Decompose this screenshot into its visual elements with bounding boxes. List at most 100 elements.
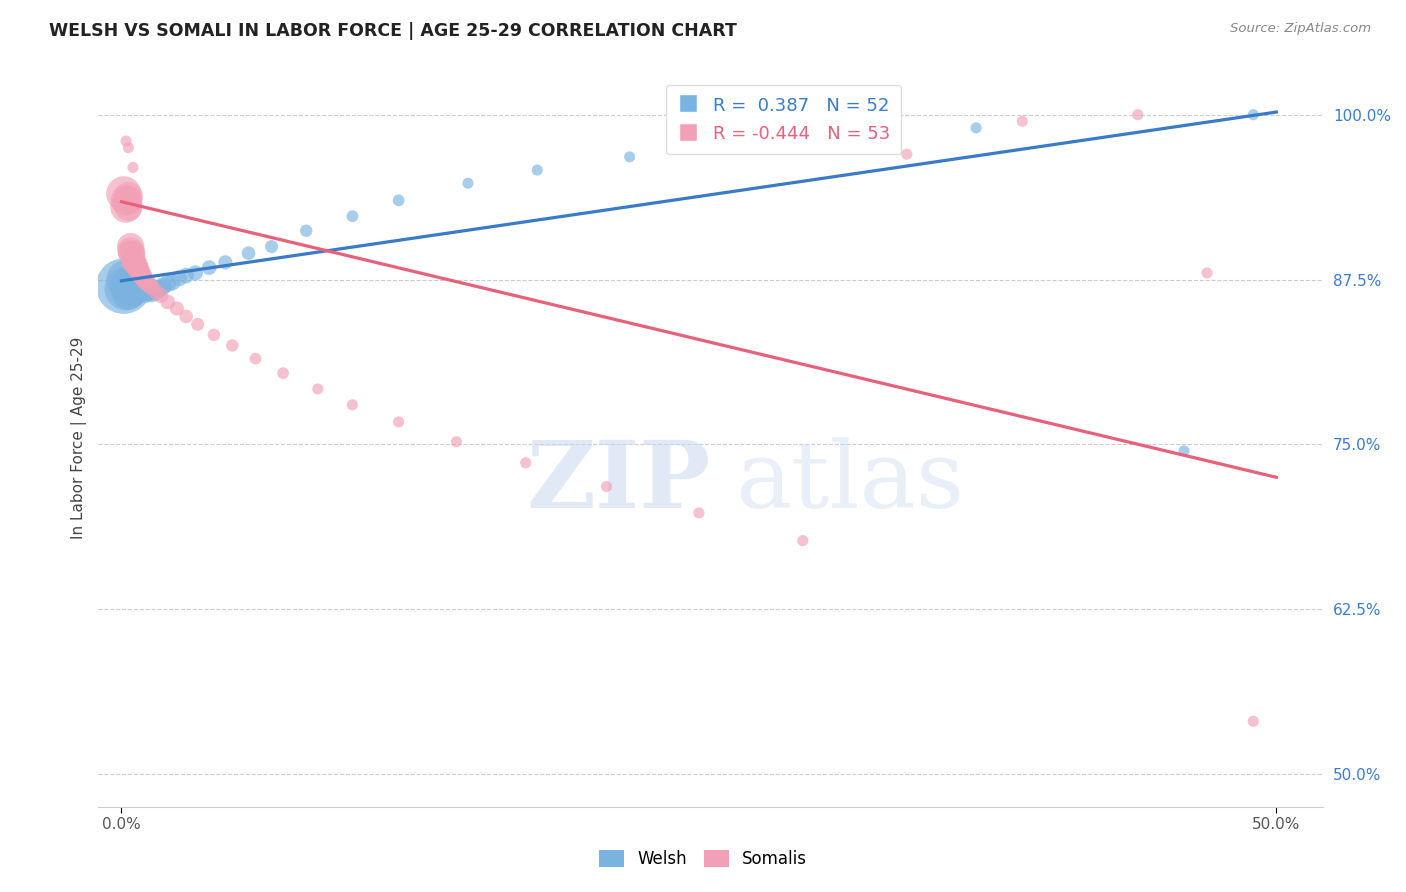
Point — [120, 285, 142, 299]
Point — [124, 285, 146, 299]
Point — [117, 279, 139, 293]
Point — [135, 275, 157, 289]
Point — [124, 255, 146, 269]
Point — [122, 249, 145, 263]
Point — [688, 506, 710, 520]
Point — [156, 294, 179, 309]
Point — [156, 277, 179, 291]
Point — [260, 239, 283, 253]
Point — [342, 209, 364, 223]
Point — [129, 280, 152, 294]
Point — [115, 134, 138, 148]
Text: WELSH VS SOMALI IN LABOR FORCE | AGE 25-29 CORRELATION CHART: WELSH VS SOMALI IN LABOR FORCE | AGE 25-… — [49, 22, 737, 40]
Point — [295, 224, 318, 238]
Text: ZIP: ZIP — [526, 437, 710, 527]
Point — [122, 255, 145, 269]
Point — [271, 366, 294, 380]
Point — [307, 382, 329, 396]
Point — [122, 287, 145, 301]
Point — [115, 194, 138, 208]
Point — [184, 266, 207, 280]
Point — [120, 282, 142, 296]
Point — [792, 533, 814, 548]
Point — [122, 252, 145, 267]
Point — [145, 285, 167, 299]
Point — [117, 285, 139, 300]
Point — [117, 189, 139, 203]
Point — [756, 136, 779, 151]
Point — [1011, 114, 1033, 128]
Point — [131, 267, 153, 281]
Point — [127, 260, 149, 275]
Point — [965, 120, 987, 135]
Point — [122, 279, 145, 293]
Point — [446, 434, 468, 449]
Point — [515, 456, 537, 470]
Point — [145, 285, 167, 299]
Point — [129, 263, 152, 277]
Point — [122, 282, 145, 296]
Point — [115, 272, 138, 286]
Point — [595, 479, 617, 493]
Point — [117, 200, 139, 214]
Point — [187, 318, 209, 332]
Point — [127, 285, 149, 299]
Point — [127, 258, 149, 272]
Point — [141, 280, 163, 294]
Point — [135, 285, 157, 299]
Point — [1241, 714, 1264, 729]
Point — [117, 194, 139, 208]
Point — [129, 266, 152, 280]
Point — [162, 275, 184, 289]
Point — [134, 285, 156, 300]
Point — [124, 279, 146, 293]
Text: Source: ZipAtlas.com: Source: ZipAtlas.com — [1230, 22, 1371, 36]
Point — [202, 327, 225, 342]
Legend: R =  0.387   N = 52, R = -0.444   N = 53: R = 0.387 N = 52, R = -0.444 N = 53 — [666, 85, 901, 154]
Point — [388, 194, 411, 208]
Point — [115, 200, 138, 214]
Point — [526, 163, 548, 178]
Point — [120, 244, 142, 258]
Point — [138, 277, 160, 292]
Point — [342, 398, 364, 412]
Point — [388, 415, 411, 429]
Point — [1197, 266, 1219, 280]
Point — [120, 279, 142, 293]
Point — [129, 283, 152, 297]
Point — [619, 150, 641, 164]
Point — [1173, 444, 1195, 458]
Point — [127, 263, 149, 277]
Point — [1241, 108, 1264, 122]
Point — [112, 186, 135, 201]
Point — [134, 283, 156, 297]
Point — [134, 274, 156, 288]
Point — [167, 271, 190, 285]
Point — [127, 282, 149, 296]
Point — [135, 282, 157, 296]
Point — [117, 141, 139, 155]
Point — [131, 269, 153, 284]
Point — [112, 279, 135, 293]
Point — [221, 338, 243, 352]
Point — [198, 260, 221, 275]
Point — [148, 282, 170, 296]
Point — [149, 288, 172, 302]
Text: atlas: atlas — [735, 437, 965, 527]
Point — [120, 246, 142, 260]
Point — [896, 147, 918, 161]
Point — [174, 268, 197, 283]
Point — [131, 282, 153, 296]
Y-axis label: In Labor Force | Age 25-29: In Labor Force | Age 25-29 — [72, 336, 87, 539]
Point — [122, 285, 145, 299]
Point — [117, 277, 139, 291]
Point — [245, 351, 267, 366]
Point — [120, 239, 142, 253]
Point — [115, 282, 138, 296]
Point — [134, 271, 156, 285]
Point — [238, 246, 260, 260]
Point — [122, 161, 145, 175]
Point — [131, 285, 153, 299]
Point — [124, 258, 146, 272]
Point — [457, 176, 479, 190]
